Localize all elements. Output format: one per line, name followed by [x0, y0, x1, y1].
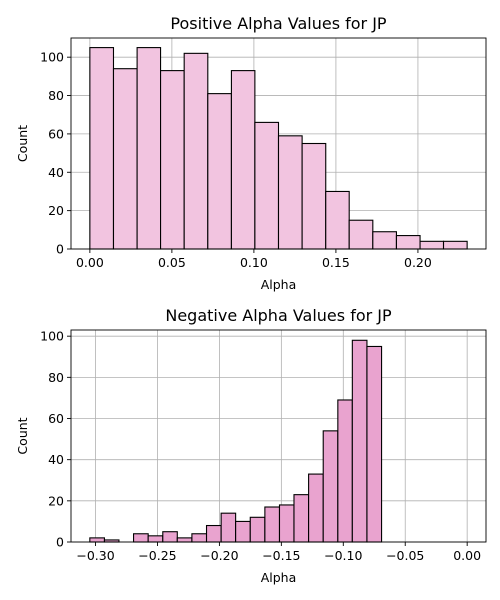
- y-tick-label: 100: [40, 50, 64, 65]
- bar-0: [89, 47, 115, 250]
- bar-12: [372, 231, 397, 250]
- x-tick-label: −0.25: [138, 548, 176, 563]
- bar-19: [366, 345, 383, 543]
- bar-4: [147, 535, 164, 543]
- y-tick-label: 60: [48, 411, 64, 426]
- bar-7: [254, 121, 280, 250]
- bar-15: [308, 473, 324, 543]
- x-tick-label: −0.10: [324, 548, 362, 563]
- bar-6: [230, 70, 256, 250]
- x-axis-label: Alpha: [261, 570, 297, 585]
- x-axis-ticks: 0.00 0.05 0.10 0.15 0.20: [76, 249, 432, 270]
- y-axis-ticks: 0 20 40 60 80 100: [40, 50, 71, 257]
- bar-4: [183, 52, 209, 250]
- bar-7: [191, 533, 208, 543]
- y-axis-label: Count: [15, 125, 30, 162]
- bar-9: [301, 142, 327, 250]
- bar-10: [325, 190, 350, 250]
- x-tick-label: 0.00: [76, 255, 104, 270]
- positive-alpha-histogram: 0.00 0.05 0.10 0.15 0.20 0 20 40 60 80 100 Positive…: [15, 14, 487, 292]
- x-tick-label: 0.10: [240, 255, 268, 270]
- bar-15: [442, 240, 468, 250]
- x-tick-label: −0.20: [200, 548, 238, 563]
- bar-11: [249, 516, 266, 543]
- y-tick-label: 0: [56, 242, 64, 257]
- y-tick-label: 40: [48, 165, 64, 180]
- y-axis-ticks: 0 20 40 60 80 100: [40, 329, 71, 550]
- bar-17: [337, 399, 353, 543]
- bar-2: [136, 47, 162, 250]
- bar-18: [351, 339, 368, 543]
- x-tick-label: 0.15: [322, 255, 350, 270]
- bar-14: [419, 240, 445, 250]
- y-tick-label: 100: [40, 329, 64, 344]
- bar-13: [278, 504, 295, 543]
- bar-0: [89, 537, 105, 543]
- y-tick-label: 80: [48, 88, 64, 103]
- bar-13: [395, 235, 421, 250]
- axes-frame: [70, 329, 487, 543]
- bar-3: [133, 533, 149, 543]
- bar-5: [162, 531, 178, 543]
- y-tick-label: 0: [56, 535, 64, 550]
- bar-14: [293, 494, 310, 543]
- y-tick-label: 60: [48, 126, 64, 141]
- x-tick-label: 0.20: [404, 255, 432, 270]
- chart-title: Negative Alpha Values for JP: [165, 306, 392, 325]
- bar-10: [235, 520, 251, 543]
- bar-12: [264, 506, 281, 543]
- y-tick-label: 80: [48, 370, 64, 385]
- bar-6: [176, 537, 193, 543]
- y-tick-label: 40: [48, 452, 64, 467]
- bar-8: [277, 135, 303, 250]
- bar-11: [348, 219, 374, 250]
- y-axis-label: Count: [15, 417, 30, 454]
- x-tick-label: 0.00: [453, 548, 481, 563]
- bar-5: [207, 93, 232, 250]
- bar-9: [220, 512, 237, 543]
- y-tick-label: 20: [48, 493, 64, 508]
- x-axis-label: Alpha: [261, 277, 297, 292]
- bar-1: [112, 68, 138, 250]
- bar-3: [160, 70, 185, 250]
- y-tick-label: 20: [48, 203, 64, 218]
- x-axis-ticks: −0.30 −0.25 −0.20 −0.15 −0.10 −0.05 0.00: [76, 542, 481, 563]
- negative-alpha-histogram: −0.30 −0.25 −0.20 −0.15 −0.10 −0.05 0.00 0 20 40 6…: [15, 306, 487, 585]
- x-tick-label: −0.30: [76, 548, 114, 563]
- x-tick-label: 0.05: [158, 255, 186, 270]
- bar-16: [322, 430, 339, 543]
- chart-title: Positive Alpha Values for JP: [170, 14, 387, 33]
- bars: [89, 339, 383, 543]
- bar-8: [205, 524, 222, 543]
- x-tick-label: −0.05: [386, 548, 424, 563]
- x-tick-label: −0.15: [262, 548, 300, 563]
- axes-frame: [70, 37, 487, 250]
